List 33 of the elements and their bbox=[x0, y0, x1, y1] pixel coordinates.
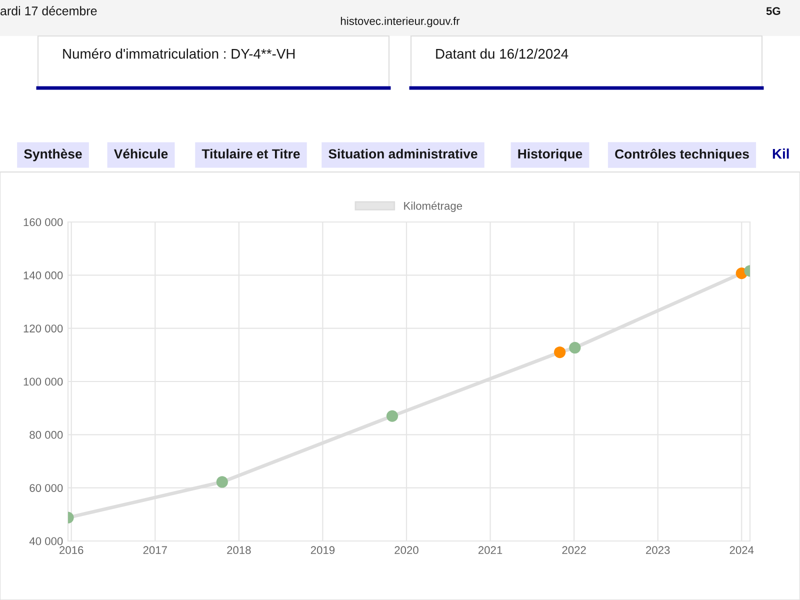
point bbox=[386, 410, 398, 422]
y-tick-label: 160 000 bbox=[24, 218, 63, 226]
text: Datant du 16/12/2024 bbox=[436, 48, 568, 59]
text: Contrôles techniques bbox=[615, 148, 749, 162]
text: histovec.interieur.gouv.fr bbox=[340, 16, 460, 28]
y-tick-label: 140 000 bbox=[24, 271, 63, 280]
y-tick-label: 120 000 bbox=[24, 324, 63, 332]
x-tick-label: 2024 bbox=[730, 546, 754, 554]
y-tick-label: 40 000 bbox=[29, 537, 63, 546]
x-tick-label: 2019 bbox=[310, 546, 335, 554]
x-tick-label: 2018 bbox=[227, 546, 251, 554]
text: 5G bbox=[766, 7, 780, 15]
text: Situation administrative bbox=[328, 148, 478, 159]
y-tick-label: 60 000 bbox=[30, 484, 63, 492]
text: Véhicule bbox=[114, 148, 168, 159]
x-tick-label: 2020 bbox=[394, 546, 418, 554]
point bbox=[569, 342, 581, 354]
y-tick-label: 100 000 bbox=[24, 378, 63, 386]
text: Historique bbox=[518, 148, 582, 162]
text: Synthèse bbox=[24, 148, 82, 162]
text: ardi 17 décembre bbox=[0, 6, 97, 16]
point bbox=[216, 476, 228, 488]
text: Titulaire et Titre bbox=[202, 148, 300, 159]
x-tick-label: 2023 bbox=[646, 546, 670, 554]
x-tick-label: 2022 bbox=[562, 546, 586, 554]
legend-label: Kilométrage bbox=[404, 202, 462, 212]
y-tick-label: 80 000 bbox=[30, 430, 63, 439]
text: Kil bbox=[772, 148, 789, 159]
x-tick-label: 2016 bbox=[60, 546, 84, 554]
point bbox=[554, 346, 566, 358]
x-tick-label: 2021 bbox=[478, 546, 502, 554]
x-tick-label: 2017 bbox=[143, 546, 167, 554]
text: Numéro d'immatriculation : DY-4**-VH bbox=[63, 48, 295, 59]
